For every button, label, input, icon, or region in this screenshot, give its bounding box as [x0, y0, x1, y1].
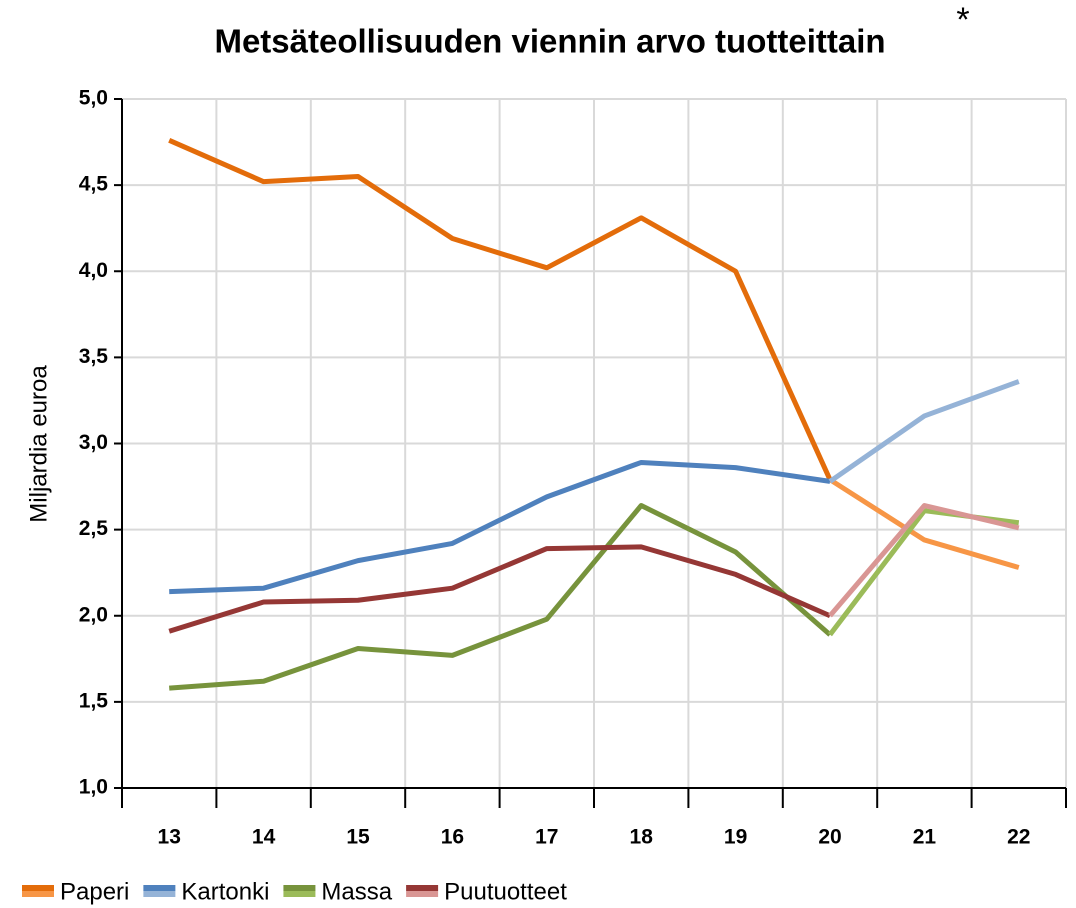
x-tick-label: 21 [913, 826, 937, 849]
y-tick-label: 2,5 [79, 517, 109, 540]
legend-swatch [22, 885, 54, 891]
y-tick-label: 1,5 [79, 689, 109, 712]
x-tick-label: 17 [535, 826, 558, 849]
y-tick-label: 2,0 [79, 603, 108, 626]
line [168, 138, 833, 481]
y-tick-label: 1,0 [79, 776, 108, 799]
x-tick-label: 18 [630, 826, 654, 849]
legend-swatch [406, 885, 439, 891]
y-axis-label: Miljardia euroa [25, 365, 52, 523]
forecast-line [828, 477, 1020, 570]
legend-swatch [283, 891, 316, 897]
y-tick-label: 5,0 [79, 87, 108, 110]
x-tick-label: 16 [441, 826, 464, 849]
line [169, 503, 832, 691]
legend-swatch [22, 891, 54, 897]
y-tick-label: 4,5 [79, 173, 109, 196]
legend-swatch [406, 891, 439, 897]
legend-label: Massa [321, 878, 392, 905]
legend-label: Puutuotteet [444, 878, 567, 905]
x-tick-label: 15 [346, 826, 370, 849]
x-tick-label: 20 [818, 826, 841, 849]
x-tick-label: 19 [724, 826, 747, 849]
x-tick-label: 13 [158, 826, 181, 849]
chart-title: Metsäteollisuuden viennin arvo tuotteitt… [214, 23, 885, 60]
y-tick-label: 4,0 [79, 259, 108, 282]
line [169, 459, 831, 595]
legend-swatch [283, 885, 316, 891]
y-tick-label: 3,0 [79, 431, 108, 454]
x-tick-label: 22 [1007, 826, 1030, 849]
forecast-line [828, 379, 1020, 484]
y-tick-label: 3,5 [79, 345, 109, 368]
legend-swatch [143, 885, 176, 891]
legend-swatch [143, 891, 176, 897]
line [168, 544, 832, 634]
forecast-line [828, 503, 1020, 618]
legend-label: Paperi [60, 878, 129, 905]
legend-label: Kartonki [181, 878, 269, 905]
x-tick-label: 14 [252, 826, 276, 849]
title-mark: * [956, 1, 969, 39]
